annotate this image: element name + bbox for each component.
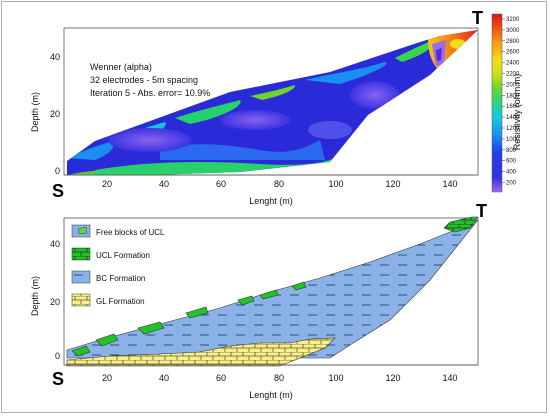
top-y-ticks: 0 20 40 xyxy=(50,52,60,176)
colorbar-tick-label: 200 xyxy=(506,181,517,187)
bottom-x-tick-80: 80 xyxy=(274,373,284,383)
top-y-tick-0: 0 xyxy=(55,166,60,176)
colorbar-tick-label: 1200 xyxy=(506,126,520,132)
resistivity-section-panel: Wenner (alpha) 32 electrodes - 5m spacin… xyxy=(30,8,522,206)
bottom-y-axis-label: Depth (m) xyxy=(30,276,40,316)
colorbar-tick-label: 1600 xyxy=(506,104,520,110)
colorbar-ticks: 3200 3000 2800 2600 2400 2200 2000 1800 1600 1400… xyxy=(502,17,520,187)
top-x-tick-20: 20 xyxy=(102,179,112,189)
bottom-y-tick-40: 40 xyxy=(50,239,60,249)
legend-swatch-bc xyxy=(71,270,91,284)
bottom-x-axis-label: Lenght (m) xyxy=(249,390,293,400)
ucl-formation-area xyxy=(443,216,479,233)
colorbar-tick-label: 2200 xyxy=(506,72,520,78)
bottom-x-tick-60: 60 xyxy=(216,373,226,383)
geological-section-panel: Free blocks of UCL UCL Formation BC Form… xyxy=(30,201,487,400)
colorbar-tick-label: 2000 xyxy=(506,82,520,88)
legend-swatch-ucl xyxy=(71,247,91,261)
bottom-corner-t: T xyxy=(476,201,487,221)
electrodes-label: 32 electrodes - 5m spacing xyxy=(90,75,198,85)
colorbar-tick-label: 3000 xyxy=(506,28,520,34)
bottom-x-tick-120: 120 xyxy=(385,373,400,383)
bottom-y-tick-20: 20 xyxy=(50,297,60,307)
legend-free-block-icon xyxy=(77,226,88,235)
legend: Free blocks of UCL UCL Formation BC Form… xyxy=(71,224,165,307)
legend-label-free-blocks: Free blocks of UCL xyxy=(96,228,165,237)
colorbar-tick-label: 800 xyxy=(506,148,517,154)
colorbar-tick-label: 1000 xyxy=(506,137,520,143)
top-x-axis-label: Lenght (m) xyxy=(249,196,293,206)
bottom-x-tick-40: 40 xyxy=(159,373,169,383)
top-x-tick-120: 120 xyxy=(385,179,400,189)
method-label: Wenner (alpha) xyxy=(90,62,152,72)
free-blocks-ucl xyxy=(71,281,307,357)
legend-label-bc: BC Formation xyxy=(96,274,145,283)
legend-label-gl: GL Formation xyxy=(96,297,145,306)
top-x-tick-140: 140 xyxy=(442,179,457,189)
bottom-x-tick-100: 100 xyxy=(328,373,343,383)
top-x-tick-100: 100 xyxy=(328,179,343,189)
top-x-tick-60: 60 xyxy=(216,179,226,189)
colorbar-tick-label: 2400 xyxy=(506,61,520,67)
bottom-x-ticks: 20 40 60 80 100 120 140 xyxy=(64,364,478,383)
legend-label-ucl: UCL Formation xyxy=(96,251,150,260)
top-x-tick-40: 40 xyxy=(159,179,169,189)
bottom-corner-s: S xyxy=(52,369,64,389)
top-x-tick-80: 80 xyxy=(274,179,284,189)
top-x-ticks: 20 40 60 80 100 120 140 xyxy=(64,174,478,189)
bottom-x-tick-140: 140 xyxy=(442,373,457,383)
colorbar-tick-label: 1400 xyxy=(506,115,520,121)
colorbar-tick-label: 1800 xyxy=(506,93,520,99)
colorbar-tick-label: 400 xyxy=(506,170,517,176)
legend-swatch-gl xyxy=(71,293,91,307)
colorbar-tick-label: 2600 xyxy=(506,50,520,56)
top-corner-t: T xyxy=(472,8,483,28)
colorbar-tick-label: 600 xyxy=(506,159,517,165)
top-y-tick-40: 40 xyxy=(50,52,60,62)
colorbar-tick-label: 2800 xyxy=(506,39,520,45)
top-corner-s: S xyxy=(52,181,64,201)
iteration-label: Iteration 5 - Abs. error= 10.9% xyxy=(90,88,210,98)
bottom-y-ticks: 0 20 40 xyxy=(50,239,60,361)
bottom-x-tick-20: 20 xyxy=(102,373,112,383)
colorbar xyxy=(491,13,503,193)
colorbar-label: Resistivity (ohm.m) xyxy=(512,74,522,151)
bottom-y-tick-0: 0 xyxy=(55,351,60,361)
colorbar-tick-label: 3200 xyxy=(506,17,520,23)
top-y-tick-20: 20 xyxy=(50,109,60,119)
top-y-axis-label: Depth (m) xyxy=(30,92,40,132)
